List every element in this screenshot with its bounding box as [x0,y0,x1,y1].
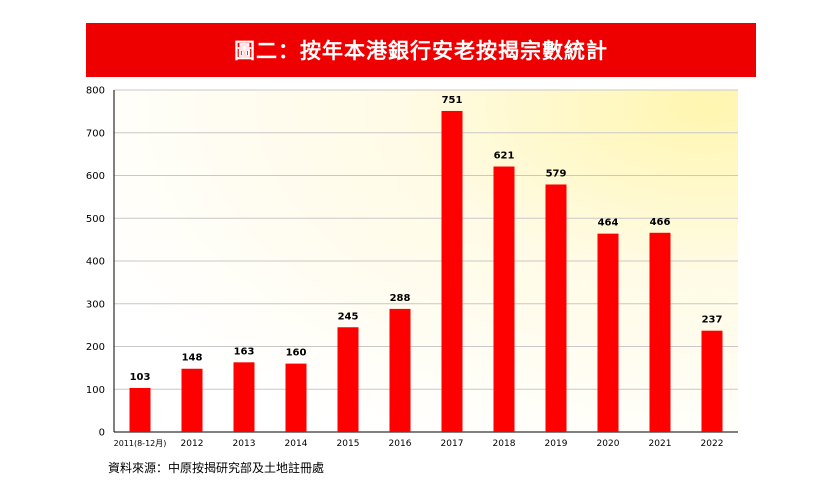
y-tick-label: 0 [99,428,105,439]
value-label: 148 [182,353,203,364]
x-tick-label: 2021 [649,439,672,449]
bar-2011(8-12月) [129,387,151,432]
bar-2012 [181,368,203,432]
bar-2018 [493,166,515,432]
y-tick-label: 600 [86,171,105,182]
x-tick-label: 2014 [285,439,308,449]
y-tick-label: 300 [86,299,105,310]
value-label: 163 [234,346,255,357]
bar-2017 [441,110,463,432]
bar-2015 [337,327,359,432]
x-tick-label: 2013 [233,439,256,449]
x-tick-label: 2022 [701,439,724,449]
bar-2013 [233,362,255,432]
x-tick-label: 2012 [181,439,204,449]
x-tick-label: 2019 [545,439,568,449]
x-tick-label: 2011(8-12月) [114,439,167,448]
value-label: 751 [442,95,463,106]
x-tick-label: 2015 [337,439,360,449]
x-tick-label: 2017 [441,439,464,449]
source-note: 資料來源：中原按揭研究部及土地註冊處 [108,461,325,475]
value-label: 103 [130,372,151,383]
value-label: 579 [546,168,567,179]
y-tick-label: 400 [86,257,105,268]
y-tick-label: 500 [86,214,105,225]
y-tick-label: 700 [86,128,105,139]
chart-title: 圖二：按年本港銀行安老按揭宗數統計 [86,23,756,77]
value-label: 245 [338,311,359,322]
x-tick-label: 2018 [493,439,516,449]
bar-2020 [597,233,619,432]
value-label: 237 [702,315,723,326]
y-tick-label: 200 [86,342,105,353]
bar-2016 [389,308,411,432]
value-label: 288 [390,293,411,304]
bar-2022 [701,330,723,432]
y-tick-label: 100 [86,385,105,396]
bar-2021 [649,232,671,432]
x-tick-label: 2016 [389,439,412,449]
value-label: 621 [494,151,515,162]
y-tick-label: 800 [86,86,105,97]
value-label: 160 [286,348,307,359]
bar-2014 [285,363,307,432]
x-tick-label: 2020 [597,439,620,449]
bar-2019 [545,184,567,432]
value-label: 464 [598,218,619,229]
value-label: 466 [650,217,671,228]
